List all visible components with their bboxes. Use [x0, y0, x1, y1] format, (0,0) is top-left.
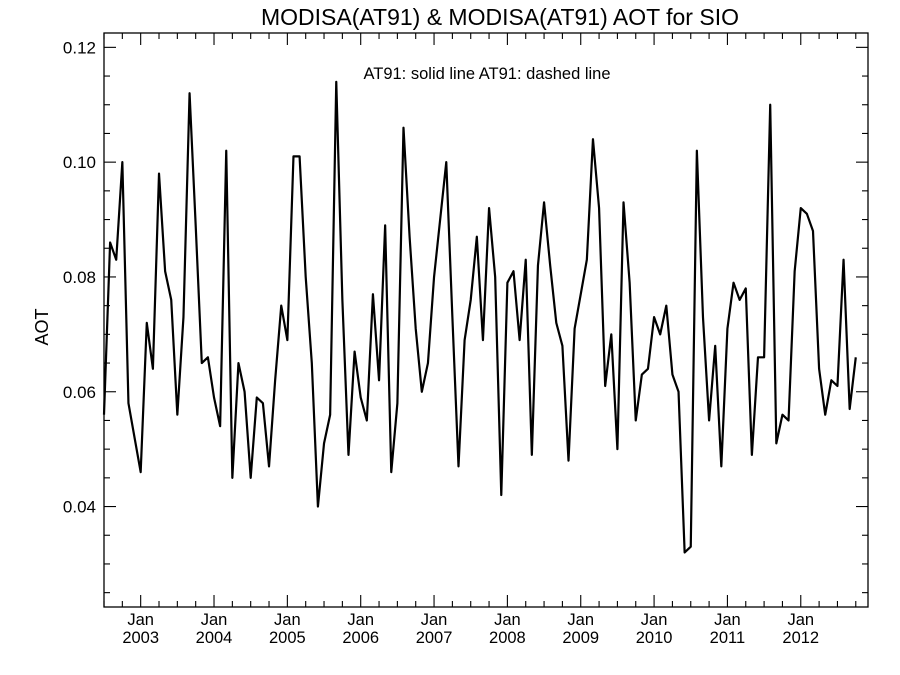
- x-tick-month-label-6: Jan: [567, 611, 594, 629]
- x-tick-year-label-3: 2006: [342, 629, 379, 647]
- x-tick-year-label-6: 2009: [562, 629, 599, 647]
- x-tick-month-label-9: Jan: [787, 611, 814, 629]
- chart-title: MODISA(AT91) & MODISA(AT91) AOT for SIO: [261, 4, 739, 30]
- x-tick-year-label-2: 2005: [269, 629, 306, 647]
- y-tick-label-4: 0.12: [63, 38, 96, 57]
- x-tick-month-label-0: Jan: [127, 611, 154, 629]
- x-tick-month-label-7: Jan: [641, 611, 668, 629]
- x-tick-year-label-5: 2008: [489, 629, 526, 647]
- x-tick-month-label-2: Jan: [274, 611, 301, 629]
- x-tick-month-label-1: Jan: [201, 611, 228, 629]
- plot-frame: [103, 32, 869, 608]
- x-tick-year-label-0: 2003: [122, 629, 159, 647]
- data-points: [103, 81, 857, 554]
- y-tick-label-2: 0.08: [63, 268, 96, 287]
- x-tick-year-label-1: 2004: [196, 629, 233, 647]
- legend-text: AT91: solid line AT91: dashed line: [363, 65, 610, 83]
- x-tick-month-label-3: Jan: [347, 611, 374, 629]
- series-line-solid: [102, 80, 857, 554]
- x-tick-month-label-8: Jan: [714, 611, 741, 629]
- x-tick-year-label-8: 2011: [710, 629, 745, 647]
- x-tick-year-label-7: 2010: [636, 629, 673, 647]
- x-tick-month-label-4: Jan: [421, 611, 448, 629]
- y-tick-label-0: 0.04: [63, 498, 96, 517]
- y-axis: 0.04 0.06 0.08 0.10 0.12: [63, 38, 868, 594]
- y-tick-label-3: 0.10: [63, 153, 96, 172]
- y-tick-label-1: 0.06: [63, 383, 96, 402]
- y-axis-label: AOT: [32, 308, 52, 345]
- x-tick-year-label-9: 2012: [782, 629, 819, 647]
- x-axis: Jan2003Jan2004Jan2005Jan2006Jan2007Jan20…: [103, 33, 857, 647]
- x-tick-year-label-4: 2007: [416, 629, 453, 647]
- x-tick-month-label-5: Jan: [494, 611, 521, 629]
